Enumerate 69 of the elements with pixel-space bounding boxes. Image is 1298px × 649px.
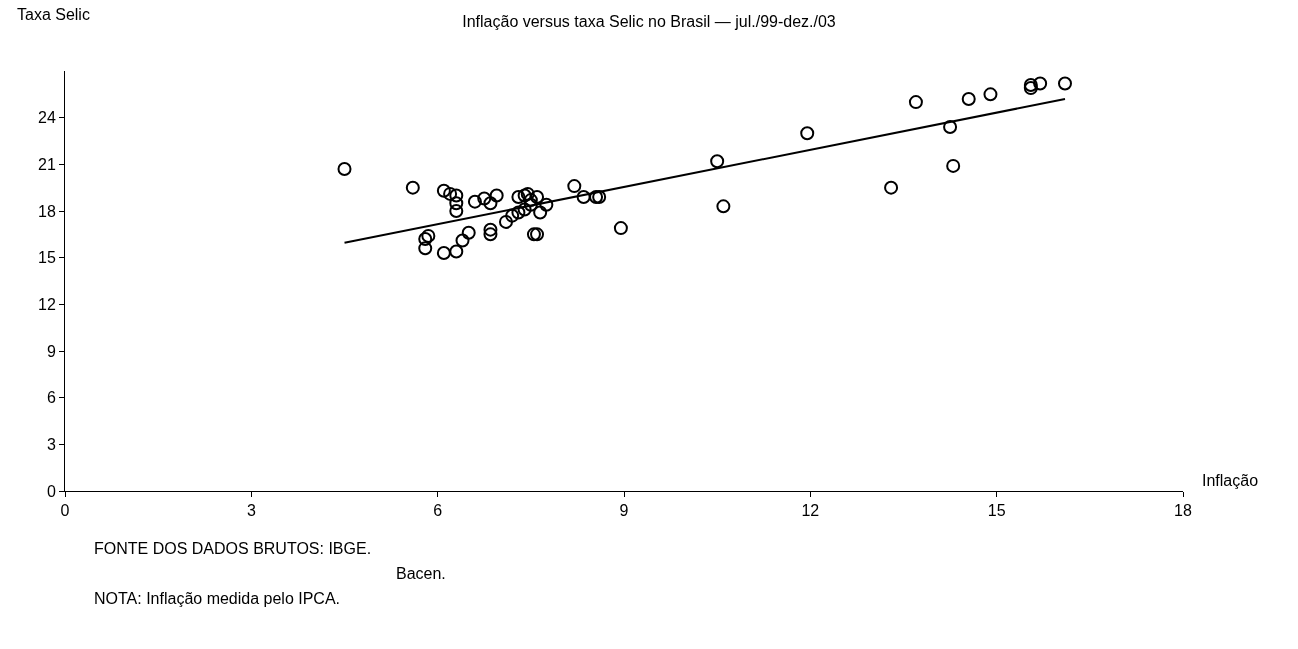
- y-tick-label: 12: [38, 295, 56, 313]
- point: [477, 191, 492, 206]
- point: [943, 120, 958, 134]
- point: [1033, 76, 1048, 91]
- point: [489, 188, 504, 203]
- point: [449, 196, 464, 211]
- point: [449, 244, 464, 259]
- point: [1023, 78, 1038, 92]
- point: [483, 196, 498, 211]
- point: [418, 241, 433, 256]
- y-tick-label: 0: [46, 482, 56, 500]
- point: [337, 162, 352, 176]
- x-tick-label: 15: [987, 502, 1006, 520]
- point: [1058, 76, 1072, 91]
- point: [576, 190, 591, 204]
- point: [961, 92, 976, 106]
- point: [421, 228, 436, 243]
- point: [449, 204, 464, 218]
- point: [436, 183, 451, 198]
- point: [884, 180, 899, 195]
- point: [483, 227, 498, 242]
- point: [405, 180, 420, 195]
- point: [530, 227, 545, 242]
- point: [716, 199, 731, 214]
- point: [449, 188, 464, 203]
- y-tick-label: 18: [38, 202, 56, 220]
- x-tick-label: 6: [433, 502, 443, 520]
- point: [455, 233, 470, 248]
- point: [511, 205, 526, 220]
- text: NOTA: Inflação medida pelo IPCA.: [94, 590, 341, 607]
- x-tick-label: 9: [619, 502, 629, 520]
- point: [418, 232, 433, 246]
- point: [526, 227, 541, 242]
- point: [1023, 81, 1038, 96]
- y-tick-label: 24: [38, 109, 56, 127]
- point: [800, 126, 815, 141]
- point: [613, 221, 628, 236]
- point: [946, 158, 961, 173]
- point: [443, 186, 458, 201]
- point: [710, 154, 725, 169]
- y-axis-title: Taxa Selic: [17, 6, 90, 23]
- point: [499, 214, 513, 229]
- point: [567, 179, 582, 194]
- point: [461, 225, 476, 240]
- y-tick-label: 3: [46, 435, 56, 453]
- point: [467, 194, 482, 209]
- y-tick-label: 21: [38, 155, 56, 173]
- x-tick-label: 0: [60, 502, 70, 520]
- x-tick-label: 12: [801, 502, 820, 520]
- point: [436, 246, 451, 260]
- y-tick-label: 6: [46, 389, 56, 407]
- x-tick-label: 3: [246, 502, 256, 520]
- point: [530, 190, 545, 204]
- point: [517, 202, 532, 217]
- chart-title: Inflação versus taxa Selic no Brasil — jul./99-dez./03: [462, 13, 836, 31]
- x-tick-label: 18: [1174, 502, 1192, 520]
- point: [908, 95, 923, 110]
- point: [523, 193, 538, 208]
- text: Bacen.: [396, 565, 446, 582]
- point: [483, 222, 498, 237]
- point: [511, 190, 526, 204]
- source-note: FONTE DOS DADOS BRUTOS: IBGE.: [94, 540, 372, 557]
- y-tick-label: 15: [38, 249, 56, 267]
- point: [533, 205, 548, 220]
- point: [505, 208, 520, 223]
- x-axis-title: Inflação: [1202, 472, 1259, 489]
- y-tick-label: 9: [46, 342, 56, 360]
- point: [539, 197, 554, 212]
- point: [983, 87, 998, 102]
